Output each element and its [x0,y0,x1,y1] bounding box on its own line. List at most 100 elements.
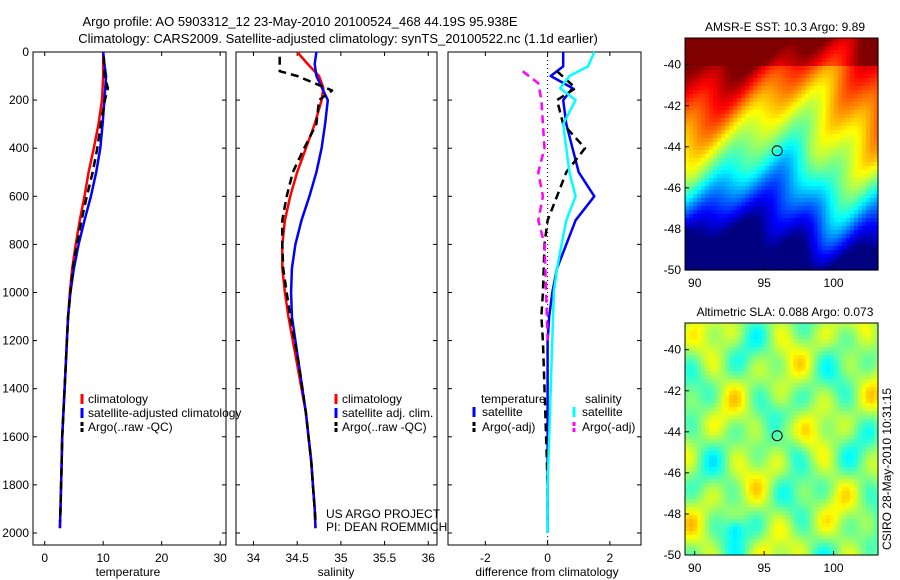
heatmap-cell [709,443,714,448]
heatmap-cell [745,42,750,47]
heatmap-cell [801,210,807,215]
heatmap-cell [801,98,807,103]
heatmap-cell [685,234,690,239]
heatmap-cell [777,371,783,376]
heatmap-cell [713,62,718,67]
heatmap-cell [729,110,734,115]
heatmap-cell [717,218,722,223]
heatmap-cell [849,467,855,472]
heatmap-cell [849,194,855,199]
heatmap-cell [797,479,803,484]
heatmap-cell [709,218,714,223]
heatmap-cell [861,138,867,143]
heatmap-cell [817,262,823,267]
heatmap-cell [721,210,726,215]
series-line-magenta [521,70,549,341]
heatmap-cell [849,186,855,191]
heatmap-cell [773,234,779,239]
heatmap-cell [717,114,722,119]
heatmap-cell [717,479,722,484]
heatmap-cell [725,431,730,436]
heatmap-cell [837,126,843,131]
plot-frame [32,51,227,546]
heatmap-cell [729,331,734,336]
heatmap-cell [793,254,799,259]
heatmap-cell [821,250,827,255]
heatmap-cell [741,194,746,199]
heatmap-cell [733,459,738,464]
heatmap-cell [697,455,702,460]
heatmap-cell [717,443,722,448]
heatmap-cell [785,327,791,332]
heatmap-cell [685,178,690,183]
heatmap-cell [689,94,694,99]
heatmap-cell [777,415,783,420]
heatmap-cell [689,403,694,408]
heatmap-cell [849,218,855,223]
heatmap-cell [793,463,799,468]
heatmap-cell [701,174,706,179]
heatmap-cell [693,471,698,476]
heatmap-cell [873,487,879,492]
heatmap-cell [849,86,855,91]
heatmap-cell [741,186,746,191]
heatmap-cell [829,130,835,135]
heatmap-cell [853,423,859,428]
heatmap-cell [721,467,726,472]
heatmap-cell [845,359,851,364]
heatmap-cell [729,431,734,436]
heatmap-cell [729,266,734,271]
heatmap-cell [865,479,871,484]
heatmap-cell [873,415,879,420]
heatmap-cell [817,122,823,127]
heatmap-cell [749,206,754,211]
heatmap-cell [757,146,762,151]
heatmap-cell [725,379,730,384]
heatmap-cell [789,50,795,55]
heatmap-cell [841,166,847,171]
heatmap-cell [753,38,758,43]
heatmap-cell [745,262,750,267]
heatmap-cell [801,206,807,211]
heatmap-cell [749,355,754,360]
heatmap-cell [701,106,706,111]
heatmap-cell [721,90,726,95]
heatmap-cell [757,459,762,464]
sla-map: 90 95 100-40-42-44-46-48-50 Altimetric SLA… [664,305,879,575]
heatmap-cell [793,66,799,71]
heatmap-cell [813,419,819,424]
heatmap-cell [729,435,734,440]
heatmap-cell [733,90,738,95]
heatmap-cell [781,166,787,171]
heatmap-cell [761,415,767,420]
heatmap-cell [725,178,730,183]
heatmap-cell [805,238,811,243]
heatmap-cell [857,343,863,348]
heatmap-cell [809,238,815,243]
heatmap-cell [805,106,811,111]
heatmap-cell [717,78,722,83]
heatmap-cell [705,94,710,99]
heatmap-cell [721,82,726,87]
heatmap-cell [741,118,746,123]
heatmap-cell [725,222,730,227]
heatmap-cell [821,106,827,111]
heatmap-cell [849,487,855,492]
heatmap-cell [737,407,742,412]
heatmap-cell [725,42,730,47]
heatmap-cell [777,383,783,388]
heatmap-cell [741,266,746,271]
heatmap-cell [689,347,694,352]
heatmap-cell [741,375,746,380]
heatmap-cell [773,202,779,207]
heatmap-cell [705,158,710,163]
heatmap-cell [733,58,738,63]
heatmap-cell [685,463,690,468]
heatmap-cell [829,178,835,183]
heatmap-cell [865,471,871,476]
heatmap-cell [733,54,738,59]
heatmap-cell [705,106,710,111]
heatmap-cell [709,206,714,211]
heatmap-cell [761,323,767,328]
heatmap-cell [825,158,831,163]
